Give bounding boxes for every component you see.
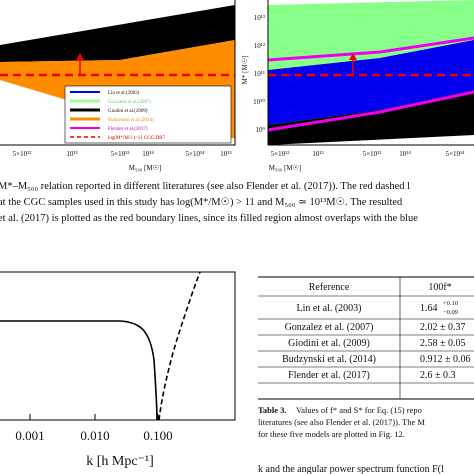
top-right-plot: 10¹³ 10¹² 10¹¹ 10¹⁰ 10⁹ M* [M☉] 5×10¹² 1…: [241, 0, 474, 172]
y-tick-label: 10¹²: [254, 42, 265, 50]
legend-entry: Giodini et al.(2009): [108, 109, 148, 114]
legend-entry: Budzynski et al.(2014): [108, 118, 154, 123]
y-tick-label: 10¹⁰: [253, 98, 265, 106]
caption-line: at the CGC samples used in this study ha…: [0, 196, 403, 208]
top-left-plot: Lin et al.(2003) Gonzalez et al.(2007) G…: [0, 0, 236, 172]
x-axis-label: M₅₀₀ [M☉]: [129, 164, 161, 172]
table-caption-line: for these five models are plotted in Fig…: [258, 429, 405, 439]
x-tick-label: 10¹⁴: [142, 150, 154, 158]
y-tick-label: 10¹¹: [254, 70, 265, 78]
x-tick-label: 10¹⁴: [399, 150, 411, 158]
table: Reference 100f* Lin et al. (2003) 1.64 +…: [258, 276, 474, 400]
legend-entry: Gonzalez et al.(2007): [108, 100, 152, 105]
table-cell: 2.6 ± 0.3: [420, 370, 456, 381]
table-header: 100f*: [428, 282, 451, 293]
x-tick-label: 10¹³: [66, 150, 77, 158]
x-axis-label: M₅₀₀ [M☉]: [269, 164, 301, 172]
table-cell: Gonzalez et al. (2007): [285, 322, 374, 333]
x-axis-label: k [h Mpc⁻¹]: [86, 454, 154, 469]
boundary-line: [267, 90, 474, 132]
table-header: Reference: [309, 282, 350, 293]
y-tick-label: 10¹³: [254, 14, 265, 22]
caption-line: M*–M₅₀₀ relation reported in different l…: [0, 181, 410, 192]
x-tick-label: 5×10¹⁴: [446, 150, 466, 158]
table-cell: Flender et al. (2017): [288, 370, 370, 381]
table-cell: Giodini et al. (2009): [288, 338, 370, 349]
table-cell: 1.64: [420, 303, 438, 314]
boundary-line: [267, 36, 474, 62]
value-plus: +0.10: [443, 300, 458, 307]
legend-entry: log(M*/M☉)>11 CGC/DR7: [108, 135, 165, 141]
table-caption-label: Table 3.: [258, 405, 287, 415]
legend-entry: Lin et al.(2003): [108, 91, 140, 96]
dashed-curve: [158, 271, 201, 421]
value: 1.64: [420, 303, 438, 314]
caption-line: et al. (2017) is plotted as the red boun…: [0, 213, 418, 224]
table-caption-line: Values of f* and S* for Eq. (15) repo: [296, 405, 422, 415]
table-cell: Lin et al. (2003): [297, 303, 362, 314]
legend: [64, 85, 232, 144]
x-tick-label: 5×10¹³: [111, 150, 130, 158]
black-region: [0, 5, 235, 62]
x-tick-label: 10¹⁵: [220, 150, 232, 158]
x-tick-label: 0.100: [143, 428, 172, 443]
x-tick-label: 5×10¹²: [271, 150, 290, 158]
y-axis-label: M* [M☉]: [241, 56, 249, 85]
x-tick-label: 5×10¹³: [363, 150, 382, 158]
table-cell: 0.912 ± 0.06: [420, 354, 471, 365]
x-tick-label: 0.010: [80, 428, 109, 443]
body-text: k and the angular power spectrum functio…: [258, 464, 444, 474]
x-tick-label: 0.001: [15, 428, 44, 443]
table-cell: 2.02 ± 0.37: [420, 322, 466, 333]
legend-entry: Flender et al.(2017): [108, 127, 148, 132]
x-tick-label: 5×10¹²: [13, 150, 32, 158]
x-tick-label: 5×10¹⁴: [186, 150, 206, 158]
table-cell: 2.58 ± 0.05: [420, 338, 466, 349]
solid-curve: [0, 320, 158, 421]
bottom-left-plot: 0.001 0.010 0.100 k [h Mpc⁻¹]: [0, 271, 236, 469]
value-minus: −0.09: [443, 309, 458, 316]
blue-region: [268, 40, 474, 125]
table-caption-line: literatures (see also Flender et al. (20…: [258, 417, 425, 427]
y-tick-label: 10⁹: [256, 126, 266, 134]
table-cell: Budzynski et al. (2014): [282, 354, 376, 365]
x-tick-label: 10¹³: [312, 150, 323, 158]
